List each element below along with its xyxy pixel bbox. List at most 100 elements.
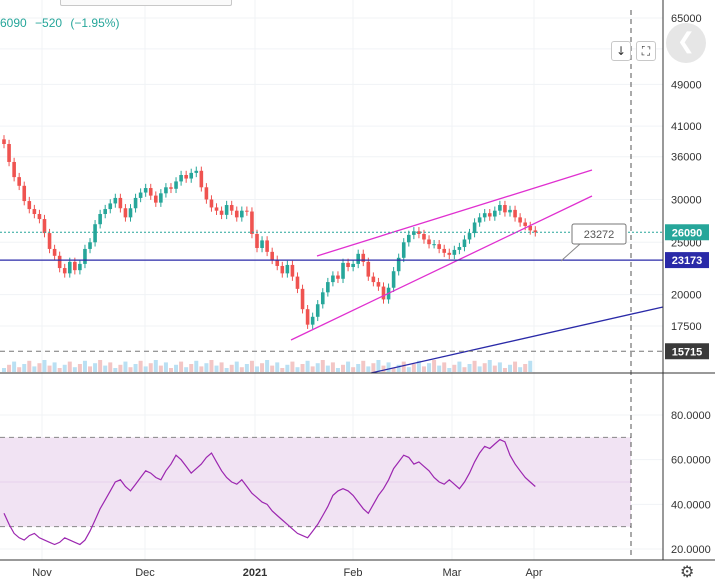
volume-bar: [194, 360, 199, 372]
nav-back-button[interactable]: ❮: [666, 23, 706, 63]
price-tick-label: 20000: [671, 290, 702, 302]
rsi-tick-label: 60.0000: [671, 455, 711, 467]
volume-bar: [361, 360, 366, 372]
candle-body: [371, 276, 376, 283]
long-trend-line: [370, 306, 664, 374]
volume-bar: [47, 365, 52, 372]
chevron-left-icon: ❮: [676, 29, 696, 54]
candle-body: [57, 255, 62, 269]
rsi-tick-label: 80.0000: [671, 410, 711, 422]
volume-bar: [528, 360, 533, 372]
candle-body: [351, 263, 355, 268]
rsi-line: [3, 438, 536, 546]
candle-body: [346, 262, 350, 268]
volume-bar: [270, 365, 275, 372]
volume-bar: [199, 366, 204, 372]
candle-body: [47, 233, 52, 249]
volume-bar: [492, 365, 497, 372]
candle-body: [498, 205, 502, 211]
candle-body: [174, 181, 178, 189]
volume-bar: [234, 361, 239, 372]
settings-button[interactable]: ⚙: [680, 562, 694, 581]
price-tick-label: 65000: [671, 13, 702, 25]
candle-body: [22, 185, 27, 202]
volume-bar: [7, 364, 12, 372]
volume-bar: [67, 361, 72, 372]
candle-body: [250, 211, 254, 234]
candle-body: [533, 230, 538, 233]
volume-bar: [432, 360, 437, 372]
gear-icon: ⚙: [680, 562, 695, 581]
candle-body: [154, 195, 158, 203]
candle-body: [366, 261, 371, 277]
candle-body: [224, 205, 229, 215]
candle-body: [336, 275, 340, 279]
last-price: 6090: [0, 16, 27, 30]
candle-body: [305, 309, 310, 325]
candle-body: [12, 161, 16, 178]
price-badge-box: [665, 252, 709, 269]
candle-body: [209, 199, 214, 208]
candle-body: [42, 219, 47, 234]
time-tick-label: 2021: [243, 567, 267, 579]
price-labels: 26090 23173 15715: [665, 224, 709, 360]
volume-bar: [22, 364, 27, 372]
candle-body: [78, 263, 82, 271]
volume-bar: [290, 361, 295, 372]
candle-body: [214, 207, 219, 211]
candle-body: [417, 231, 421, 234]
candle-body: [118, 197, 123, 209]
volume-bar: [341, 364, 346, 372]
candle-body: [17, 177, 21, 186]
volume-bar: [472, 360, 477, 372]
volume-bar: [153, 360, 158, 372]
volume-bar: [477, 366, 482, 372]
price-axis-badge: 23173: [665, 252, 709, 269]
volume-bar: [12, 361, 17, 372]
volume-bar: [396, 364, 401, 372]
volume-bar: [518, 367, 523, 372]
fullscreen-button[interactable]: ⛶: [636, 41, 656, 61]
volume-bar: [391, 368, 396, 372]
candle-body: [7, 143, 11, 162]
candle-body: [240, 210, 244, 218]
download-button[interactable]: ↓: [611, 41, 631, 61]
volume-bar: [427, 363, 432, 372]
price-tick-label: 17500: [671, 321, 702, 333]
volume-bar: [381, 365, 386, 372]
annotation-leader: [560, 243, 581, 262]
volume-bar: [93, 363, 98, 372]
volume-bar: [37, 363, 42, 372]
volume-bar: [411, 364, 416, 372]
candle-body: [503, 205, 507, 213]
time-tick-label: Mar: [443, 567, 462, 579]
volume-bar: [275, 362, 280, 372]
volume-bar: [189, 364, 194, 372]
top-toolbar-handle[interactable]: [60, 0, 232, 6]
volume-bar: [346, 361, 351, 372]
candles: [2, 135, 538, 329]
volume-bar: [416, 360, 421, 372]
volume-bar: [265, 360, 270, 372]
candle-body: [472, 222, 477, 234]
candle-body: [422, 233, 426, 240]
volume-bar: [209, 360, 214, 372]
candle-body: [194, 170, 199, 173]
candle-body: [255, 233, 259, 248]
volume-bar: [239, 367, 244, 372]
candle-body: [401, 242, 406, 258]
candle-body: [442, 248, 447, 253]
volume-bar: [128, 367, 133, 372]
price-badge-label: 23173: [672, 255, 703, 267]
volume-bars: [2, 360, 533, 372]
candle-body: [229, 205, 234, 211]
candle-body: [179, 174, 183, 182]
volume-bar: [497, 362, 502, 372]
volume-bar: [437, 365, 442, 372]
channel-lower-line: [290, 195, 593, 341]
volume-bar: [113, 368, 118, 372]
annotation-label: 23272: [584, 229, 615, 241]
volume-bar: [260, 363, 265, 372]
